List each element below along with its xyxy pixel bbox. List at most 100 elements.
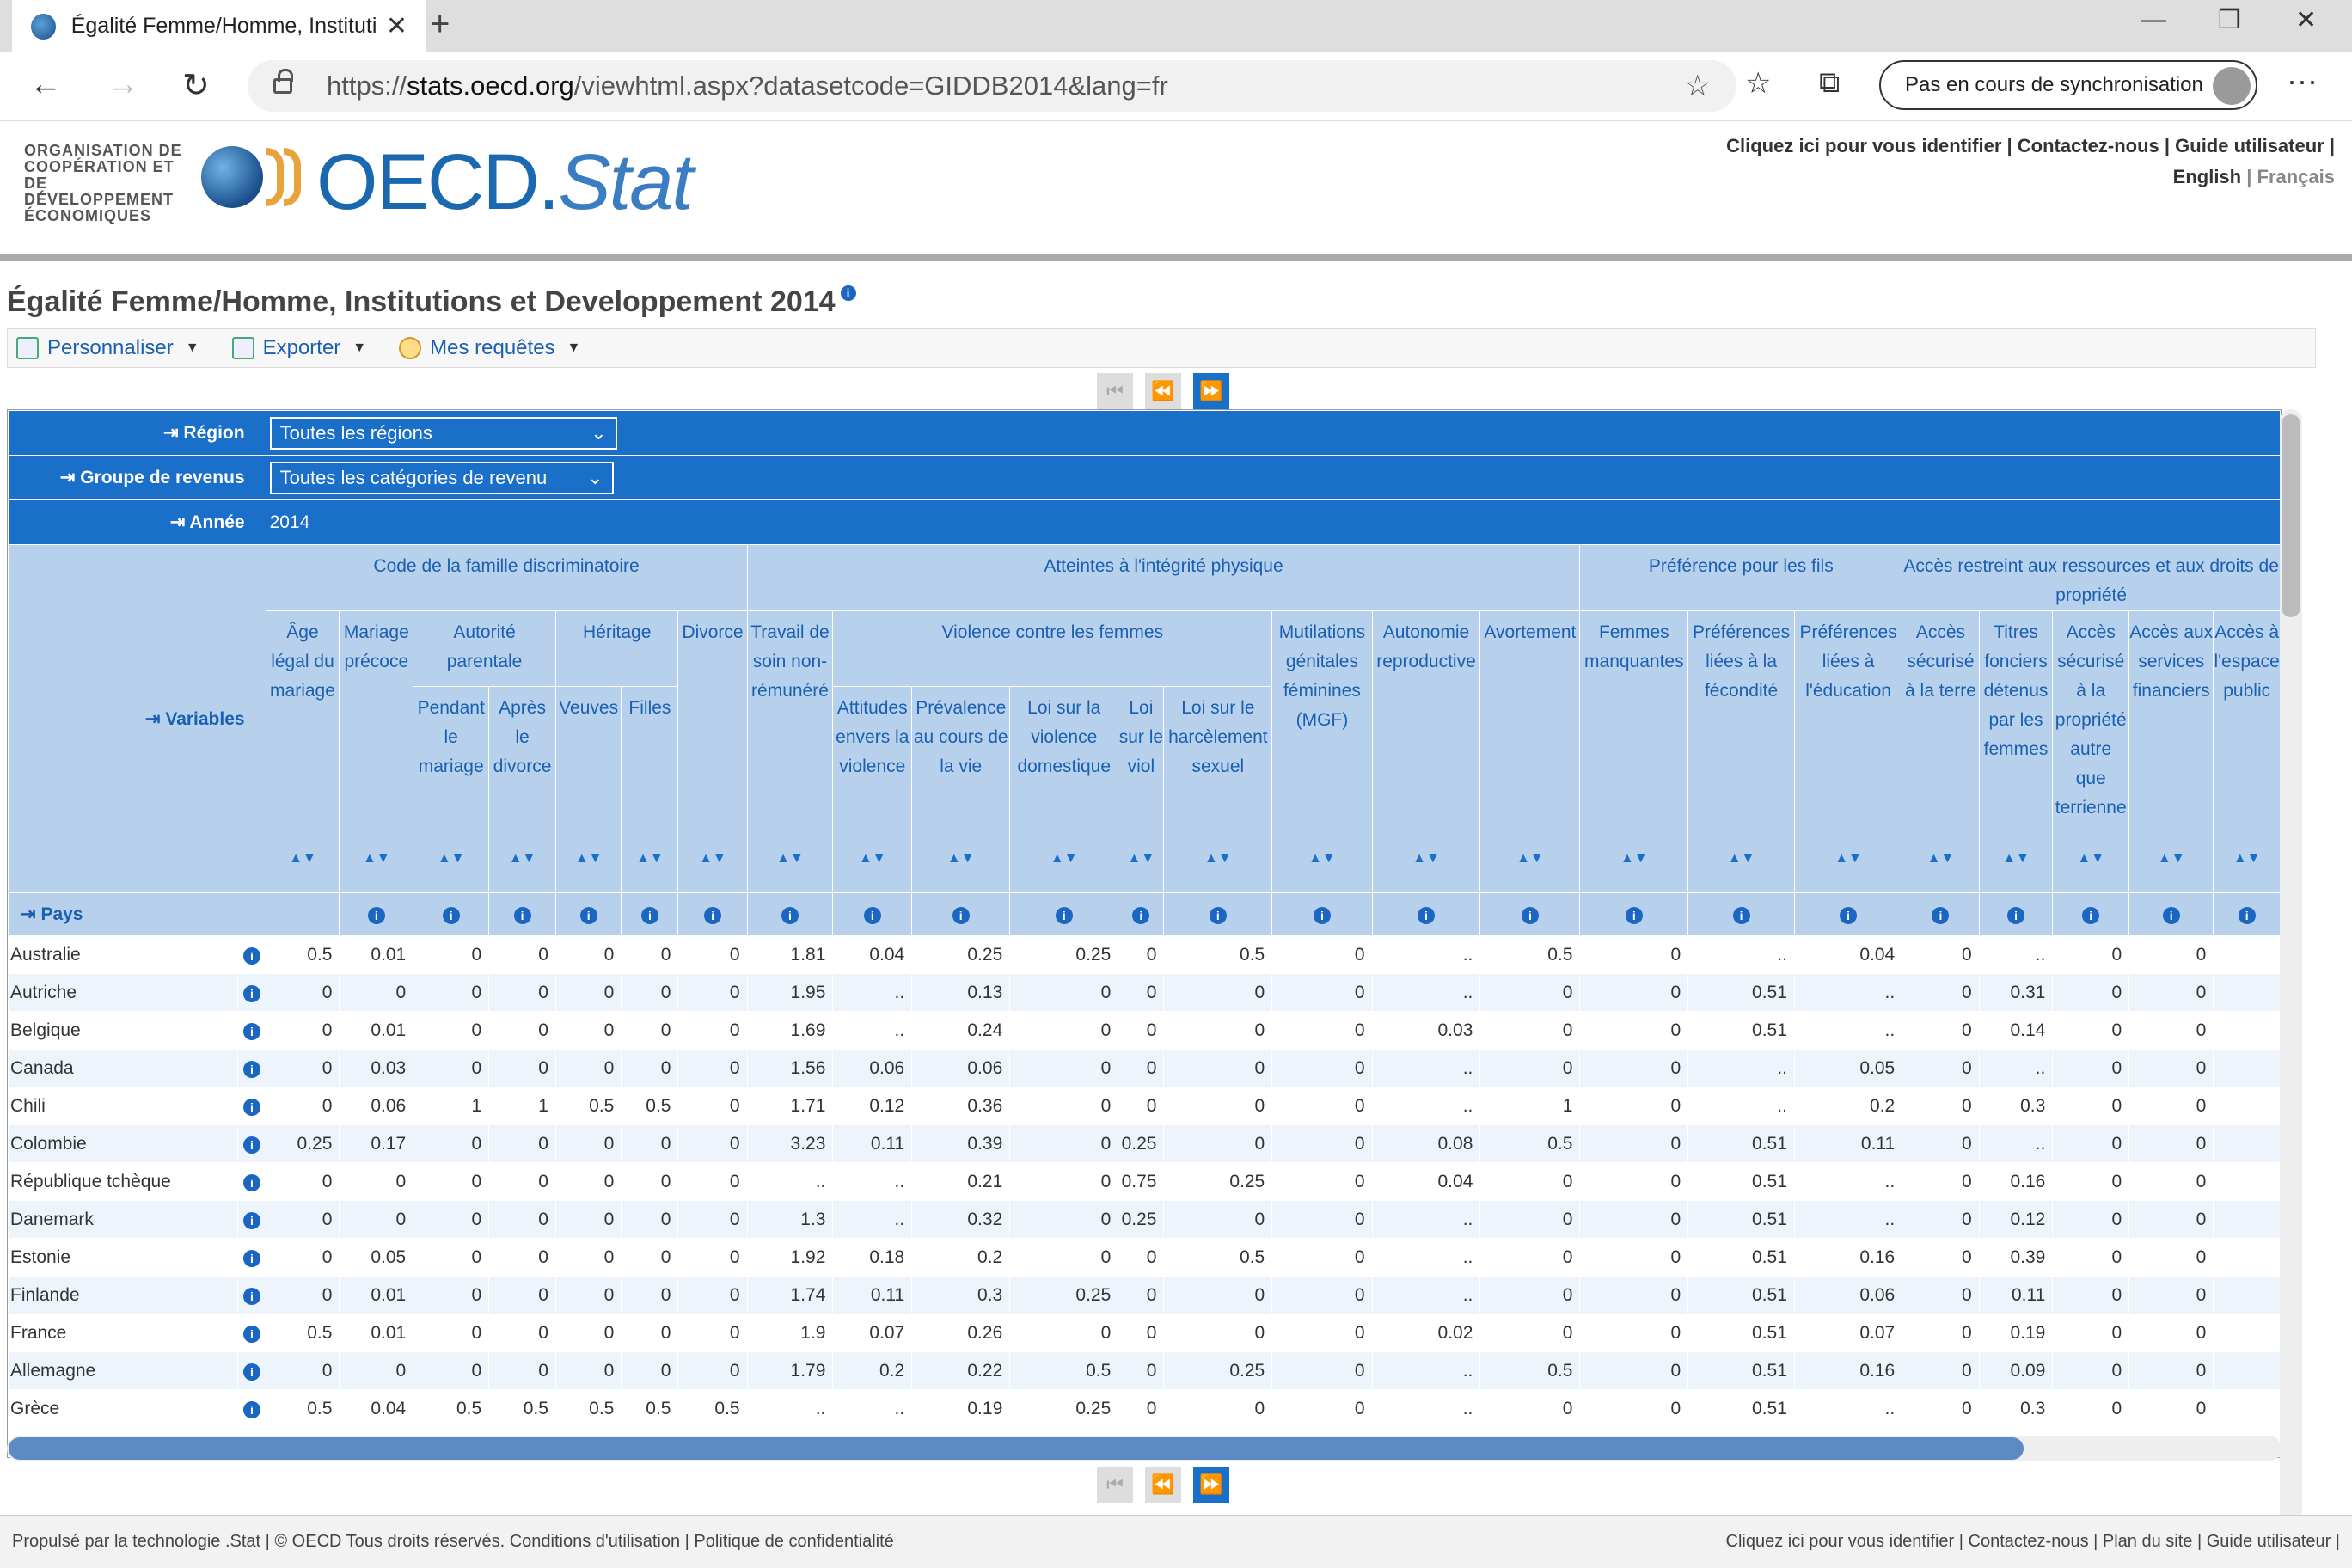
info-icon[interactable]: i — [242, 984, 260, 1002]
sort-arrows-icon[interactable]: ▲▼ — [2213, 824, 2281, 893]
sort-arrows-icon[interactable]: ▲▼ — [413, 824, 490, 893]
sort-arrows-icon[interactable]: ▲▼ — [1118, 824, 1165, 893]
forward-icon[interactable]: → — [107, 66, 139, 102]
sort-arrows-icon[interactable]: ▲▼ — [1579, 824, 1689, 893]
sort-arrows-icon[interactable]: ▲▼ — [2052, 824, 2130, 893]
info-icon[interactable]: i — [442, 906, 460, 924]
restore-icon[interactable]: ❐ — [2218, 6, 2241, 34]
sort-arrows-icon[interactable]: ▲▼ — [2128, 824, 2214, 893]
info-icon[interactable]: i — [242, 1098, 260, 1116]
sort-arrows-icon[interactable]: ▲▼ — [832, 824, 913, 893]
sort-arrows-icon[interactable]: ▲▼ — [1009, 824, 1119, 893]
info-icon[interactable]: i — [242, 1325, 260, 1343]
info-icon[interactable]: i — [1055, 906, 1073, 924]
sort-arrows-icon[interactable]: ▲▼ — [339, 824, 414, 893]
prev-page-icon[interactable]: ⏪ — [1145, 373, 1181, 409]
user-links[interactable]: Cliquez ici pour vous identifier | Conta… — [1726, 135, 2335, 156]
sync-button[interactable]: Pas en cours de synchronisation — [1879, 60, 2257, 110]
info-icon[interactable]: i — [704, 906, 722, 924]
info-icon[interactable]: i — [2238, 906, 2256, 924]
info-icon[interactable]: i — [1209, 906, 1227, 924]
vertical-scroll-thumb[interactable] — [2282, 414, 2300, 617]
oecd-stat-logo[interactable]: OECD.Stat — [316, 138, 694, 228]
info-icon[interactable]: i — [2007, 906, 2025, 924]
data-cell: 0 — [1009, 1238, 1119, 1277]
info-icon[interactable]: i — [242, 1400, 260, 1418]
info-icon[interactable]: i — [1840, 906, 1858, 924]
sort-arrows-icon[interactable]: ▲▼ — [1271, 824, 1373, 893]
footer-right-links[interactable]: Cliquez ici pour vous identifier | Conta… — [1725, 1532, 2340, 1551]
prev-page-icon[interactable]: ⏪ — [1145, 1467, 1181, 1503]
next-page-icon[interactable]: ⏩ — [1193, 373, 1229, 409]
favorite-star-icon[interactable]: ☆ — [1684, 70, 1711, 102]
footer-left-links[interactable]: Propulsé par la technologie .Stat | © OE… — [12, 1532, 894, 1551]
info-icon[interactable]: i — [952, 906, 970, 924]
horizontal-scroll-thumb[interactable] — [9, 1437, 2024, 1460]
collections-icon[interactable]: ⧉ — [1819, 66, 1841, 99]
info-icon[interactable]: i — [2082, 906, 2100, 924]
info-icon[interactable]: i — [242, 1022, 260, 1040]
info-icon[interactable]: i — [242, 1287, 260, 1305]
sort-arrows-icon[interactable]: ▲▼ — [1163, 824, 1273, 893]
close-tab-icon[interactable]: ✕ — [385, 12, 407, 40]
info-icon[interactable]: i — [242, 1363, 260, 1381]
lang-separator: | — [2241, 166, 2257, 187]
window-close-icon[interactable]: ✕ — [2295, 6, 2318, 34]
info-icon[interactable]: i — [1732, 906, 1750, 924]
info-icon[interactable]: i — [242, 1173, 260, 1191]
favorites-icon[interactable]: ☆ — [1745, 67, 1772, 100]
next-page-icon[interactable]: ⏩ — [1193, 1467, 1229, 1503]
info-icon[interactable]: i — [367, 906, 385, 924]
data-cell: 0 — [1009, 1087, 1119, 1125]
info-icon[interactable]: i — [1313, 906, 1331, 924]
info-icon[interactable]: i — [1417, 906, 1435, 924]
url-field[interactable]: https://stats.oecd.org/viewhtml.aspx?dat… — [248, 60, 1736, 112]
info-icon[interactable]: i — [242, 946, 260, 965]
info-icon[interactable]: i — [863, 906, 881, 924]
customize-menu[interactable]: Personnaliser ▼ — [16, 336, 199, 360]
sort-arrows-icon[interactable]: ▲▼ — [911, 824, 1011, 893]
info-icon[interactable]: i — [579, 906, 597, 924]
sort-arrows-icon[interactable]: ▲▼ — [488, 824, 556, 893]
back-icon[interactable]: ← — [29, 66, 62, 102]
sort-arrows-icon[interactable]: ▲▼ — [1479, 824, 1581, 893]
browser-tab[interactable]: Égalité Femme/Homme, Instituti ✕ — [12, 0, 426, 52]
table-row: Australie i 0.5 0.01 0 0 0 0 0 1.81 0.04 0.25 0.25 0 0… — [8, 935, 2281, 974]
info-icon[interactable]: i — [1932, 906, 1950, 924]
sort-arrows-icon[interactable]: ▲▼ — [746, 824, 834, 893]
queries-menu[interactable]: Mes requêtes ▼ — [399, 336, 580, 360]
region-select[interactable]: Toutes les régions ⌄ — [269, 416, 617, 450]
minimize-icon[interactable]: — — [2141, 5, 2166, 34]
info-icon[interactable]: i — [513, 906, 531, 924]
first-page-icon[interactable]: ⏮ — [1097, 373, 1133, 409]
income-select[interactable]: Toutes les catégories de revenu ⌄ — [269, 461, 614, 494]
sort-arrows-icon[interactable]: ▲▼ — [265, 824, 340, 893]
info-icon[interactable]: i — [242, 1060, 260, 1078]
new-tab-icon[interactable]: + — [430, 5, 450, 43]
sort-arrows-icon[interactable]: ▲▼ — [1371, 824, 1481, 893]
lang-french-link[interactable]: Français — [2257, 166, 2336, 187]
info-icon[interactable]: i — [2162, 906, 2180, 924]
sort-arrows-icon[interactable]: ▲▼ — [1793, 824, 1903, 893]
info-icon[interactable]: i — [242, 1211, 260, 1229]
reload-icon[interactable]: ↻ — [182, 68, 210, 104]
info-icon[interactable]: i — [781, 906, 799, 924]
sort-arrows-icon[interactable]: ▲▼ — [1902, 824, 1980, 893]
info-icon[interactable]: i — [840, 285, 856, 301]
sort-arrows-icon[interactable]: ▲▼ — [1687, 824, 1795, 893]
more-menu-icon[interactable]: ··· — [2287, 63, 2318, 98]
lang-english-link[interactable]: English — [2172, 166, 2242, 187]
first-page-icon[interactable]: ⏮ — [1097, 1467, 1133, 1503]
info-icon[interactable]: i — [640, 906, 658, 924]
sort-arrows-icon[interactable]: ▲▼ — [554, 824, 622, 893]
info-icon[interactable]: i — [1521, 906, 1539, 924]
export-menu[interactable]: Exporter ▼ — [231, 336, 366, 360]
info-icon[interactable]: i — [1132, 906, 1150, 924]
info-icon[interactable]: i — [242, 1249, 260, 1267]
data-cell: 0.3 — [1978, 1389, 2054, 1428]
info-icon[interactable]: i — [242, 1136, 260, 1154]
info-icon[interactable]: i — [1625, 906, 1643, 924]
sort-arrows-icon[interactable]: ▲▼ — [677, 824, 748, 893]
sort-arrows-icon[interactable]: ▲▼ — [621, 824, 679, 893]
sort-arrows-icon[interactable]: ▲▼ — [1978, 824, 2054, 893]
